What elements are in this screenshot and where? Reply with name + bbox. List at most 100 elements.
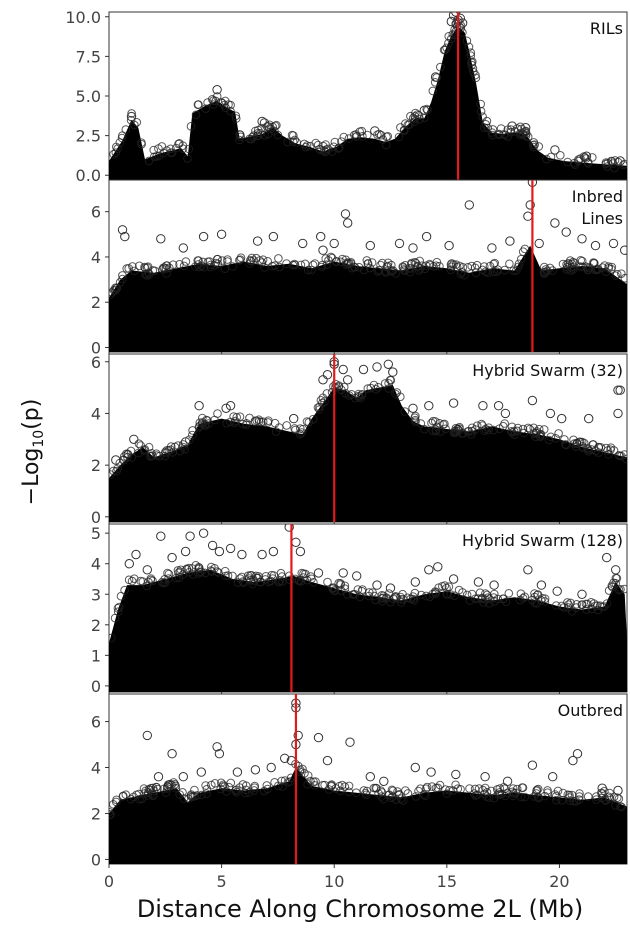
data-point <box>114 602 124 612</box>
data-point <box>232 785 241 795</box>
data-point <box>245 259 254 268</box>
outlier-point <box>552 586 562 596</box>
data-point <box>467 58 476 67</box>
data-point <box>374 789 383 798</box>
data-point <box>307 265 316 275</box>
data-point <box>567 259 577 269</box>
outlier-point <box>577 234 587 244</box>
data-point <box>472 421 482 431</box>
outlier-point <box>615 156 625 166</box>
data-point <box>478 112 487 121</box>
outlier-point <box>316 231 326 242</box>
data-point <box>266 124 276 134</box>
data-point <box>232 787 241 797</box>
data-point <box>485 594 494 604</box>
data-point <box>495 784 505 793</box>
panel-data <box>109 354 627 522</box>
outlier-point <box>124 559 135 569</box>
data-point <box>376 786 386 796</box>
outlier-point <box>198 231 209 242</box>
data-point <box>128 262 137 271</box>
data-point <box>356 393 365 403</box>
data-point <box>358 132 367 141</box>
outlier-point <box>153 772 164 782</box>
data-point <box>109 149 118 159</box>
outlier-point <box>198 528 209 538</box>
data-point <box>292 138 302 147</box>
data-point <box>431 783 441 793</box>
outlier-point <box>372 362 382 372</box>
y-tick-label: 4 <box>91 555 101 574</box>
data-point <box>541 265 551 274</box>
data-point <box>166 144 175 154</box>
outlier-point <box>178 243 189 253</box>
outlier-point <box>550 145 560 155</box>
y-tick-label: 6 <box>91 203 101 222</box>
data-point <box>296 424 305 433</box>
outlier-point <box>424 401 434 411</box>
outlier-point <box>584 413 594 424</box>
data-point <box>188 430 197 440</box>
panel-5: 0 2 4 6 0 5 10 15 20 Outbred <box>91 693 628 891</box>
data-point <box>603 162 612 171</box>
data-point <box>488 125 498 134</box>
data-point <box>124 575 134 585</box>
data-point <box>414 111 424 120</box>
outlier-point <box>225 401 236 411</box>
data-point <box>274 254 283 263</box>
data-point <box>126 446 136 456</box>
data-point <box>540 262 549 272</box>
data-point <box>204 419 213 428</box>
outlier-point <box>268 546 279 557</box>
data-point <box>256 128 265 138</box>
y-tick-label: 2.5 <box>76 127 101 146</box>
data-point <box>579 438 589 448</box>
data-point <box>463 263 473 272</box>
data-point <box>274 781 283 791</box>
data-point <box>146 575 156 585</box>
data-point <box>383 258 393 268</box>
data-point <box>344 787 354 797</box>
data-point <box>235 574 245 583</box>
data-point <box>249 576 259 586</box>
y-tick-label: 0 <box>91 850 101 869</box>
panel-title: Hybrid Swarm (128) <box>462 531 623 550</box>
data-point <box>308 260 318 270</box>
data-point <box>566 598 575 608</box>
data-point <box>455 422 464 432</box>
data-point <box>200 420 210 429</box>
data-point <box>551 792 561 801</box>
x-tick-label: 15 <box>437 872 457 891</box>
data-point <box>532 599 542 608</box>
data-point <box>410 588 420 598</box>
data-point <box>247 134 256 144</box>
data-point <box>436 427 445 436</box>
outlier-point <box>129 434 139 444</box>
outlier-point <box>345 737 355 747</box>
data-point <box>467 430 476 439</box>
data-point <box>507 422 517 432</box>
data-point <box>606 445 615 455</box>
data-point <box>522 129 531 138</box>
data-point <box>164 569 174 579</box>
data-point <box>409 594 418 604</box>
data-point <box>223 571 233 580</box>
outlier-point <box>602 552 612 563</box>
outlier-point <box>329 238 339 249</box>
data-point <box>364 591 374 601</box>
data-point <box>268 122 278 132</box>
outlier-point <box>131 549 141 560</box>
data-point <box>109 290 115 299</box>
data-point <box>130 574 139 584</box>
data-point <box>344 781 354 791</box>
data-point <box>532 428 541 438</box>
data-point <box>474 784 484 793</box>
data-point <box>442 43 451 53</box>
outlier-point <box>338 568 348 578</box>
data-point <box>423 105 432 115</box>
outlier-point <box>212 85 222 95</box>
outlier-point <box>156 234 166 244</box>
data-point <box>398 589 407 599</box>
data-point <box>112 142 121 152</box>
data-point <box>569 158 579 168</box>
